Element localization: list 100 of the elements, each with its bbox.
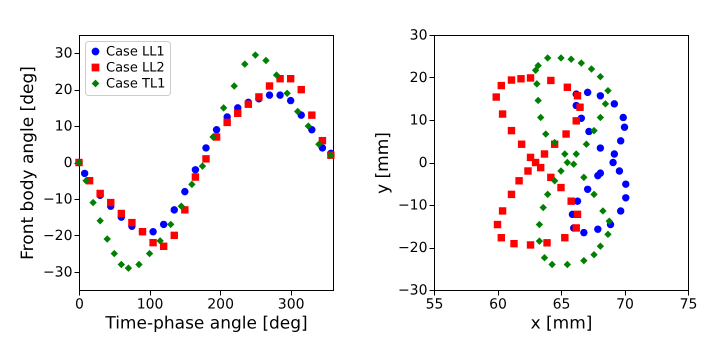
point [578, 59, 586, 67]
point [517, 75, 525, 82]
point [118, 210, 126, 218]
point [574, 210, 582, 218]
point [178, 202, 186, 210]
point [599, 207, 607, 215]
point [110, 250, 118, 258]
y-tick-label: 10 [410, 112, 428, 128]
point [492, 93, 500, 101]
point [181, 188, 189, 196]
point [557, 54, 565, 62]
point [540, 204, 547, 212]
point [609, 158, 617, 166]
point [596, 92, 604, 100]
point [596, 144, 604, 152]
point [252, 51, 260, 59]
point [616, 167, 624, 175]
point [580, 256, 588, 264]
x-tick-label: 60 [489, 296, 507, 312]
point [515, 177, 523, 184]
point [156, 237, 164, 245]
point [209, 133, 217, 141]
point [584, 186, 592, 193]
y-tick-label: −10 [398, 198, 428, 214]
point [212, 126, 220, 134]
y-tick-label: 20 [54, 82, 72, 98]
point [622, 194, 630, 202]
point [596, 242, 604, 250]
point [526, 154, 534, 162]
point [582, 140, 590, 148]
point [548, 260, 556, 268]
point [220, 104, 228, 112]
point [590, 251, 598, 258]
point [584, 88, 592, 96]
point [146, 250, 154, 258]
point [160, 220, 168, 228]
point [304, 122, 312, 130]
point [622, 180, 630, 188]
point [544, 190, 552, 198]
y-tick-label: 0 [418, 155, 428, 171]
point [536, 220, 544, 228]
legend-label: Case LL2 [106, 60, 165, 76]
x-tick-label: 300 [278, 296, 305, 312]
x-tick-label: 100 [136, 296, 164, 312]
point [494, 220, 502, 228]
point [536, 164, 544, 172]
point [550, 177, 558, 184]
point [588, 65, 596, 73]
y-tick-label: −30 [398, 282, 428, 298]
point [590, 126, 598, 134]
point [298, 86, 305, 94]
x-tick-label: 55 [426, 296, 444, 312]
point [534, 62, 542, 70]
x-tick-label: 65 [552, 296, 570, 312]
point [606, 217, 613, 225]
point [192, 166, 200, 174]
point [128, 218, 136, 226]
point [540, 254, 548, 262]
point [561, 234, 569, 242]
point [536, 237, 544, 245]
point [149, 238, 157, 246]
x-tick-label: 0 [75, 296, 84, 312]
point [602, 100, 610, 108]
point [283, 90, 291, 97]
x-tick-label: 70 [616, 296, 634, 312]
point [562, 130, 570, 138]
point [135, 260, 143, 268]
point [572, 224, 580, 232]
point [508, 76, 516, 84]
legend-label: Case LL1 [106, 44, 165, 60]
point [610, 150, 618, 158]
point [315, 140, 323, 148]
y-tick-label: −10 [42, 191, 72, 208]
point [223, 118, 231, 126]
point [564, 84, 572, 91]
point [610, 100, 618, 108]
point [202, 155, 210, 163]
point [192, 173, 200, 181]
point [508, 126, 516, 134]
y-tick-label: −20 [398, 240, 428, 256]
y-axis-title: y [mm] [372, 132, 393, 194]
point [616, 207, 624, 215]
point [170, 232, 178, 240]
legend-label: Case TL1 [106, 76, 166, 92]
point [508, 190, 516, 198]
point [124, 264, 132, 272]
point [276, 91, 284, 99]
point [557, 184, 565, 192]
point [590, 190, 598, 198]
point [536, 114, 544, 122]
point [616, 137, 624, 145]
point [498, 82, 506, 90]
y-tick-label: 20 [410, 70, 428, 86]
point [534, 96, 542, 104]
point [543, 239, 551, 247]
y-tick-label: 30 [410, 28, 428, 44]
point [198, 162, 206, 170]
point [576, 104, 584, 111]
y-tick-label: 0 [64, 155, 72, 171]
point [266, 91, 274, 99]
